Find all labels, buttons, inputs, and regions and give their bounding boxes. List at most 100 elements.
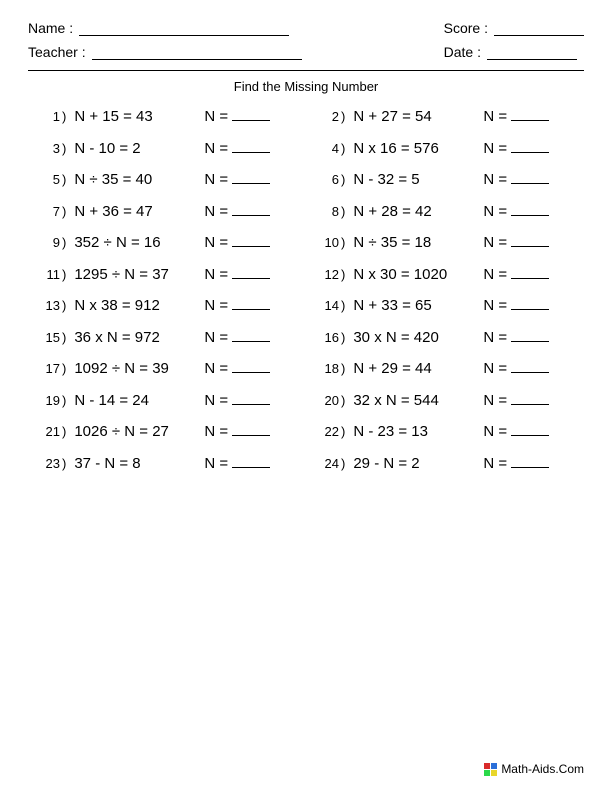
problem-paren: ) [341, 109, 345, 124]
answer-blank-line [232, 298, 270, 310]
answer-blank-line [511, 424, 549, 436]
answer-blank-line [232, 204, 270, 216]
problem-equation: 1026 ÷ N = 27 [74, 423, 204, 440]
problem-row: 13)N x 38 = 912N = [32, 297, 301, 314]
answer-blank-line [511, 330, 549, 342]
answer-section: N = [483, 423, 549, 440]
answer-prefix: N = [204, 108, 228, 125]
problem-row: 20) 32 x N = 544N = [311, 392, 580, 409]
problem-equation: N + 33 = 65 [353, 297, 483, 314]
name-field: Name : [28, 20, 302, 36]
answer-prefix: N = [204, 297, 228, 314]
problem-row: 12)N x 30 = 1020N = [311, 266, 580, 283]
answer-blank-line [232, 235, 270, 247]
answer-blank-line [232, 424, 270, 436]
problem-equation: 352 ÷ N = 16 [74, 234, 204, 251]
answer-section: N = [204, 392, 270, 409]
problem-number: 3 [32, 141, 62, 156]
answer-blank-line [232, 267, 270, 279]
answer-section: N = [204, 297, 270, 314]
answer-blank-line [511, 267, 549, 279]
answer-blank-line [511, 109, 549, 121]
teacher-label: Teacher : [28, 44, 86, 60]
answer-blank-line [232, 109, 270, 121]
problem-number: 20 [311, 393, 341, 408]
problem-equation: 37 - N = 8 [74, 455, 204, 472]
problem-paren: ) [341, 330, 345, 345]
answer-section: N = [483, 297, 549, 314]
problem-paren: ) [62, 235, 66, 250]
problem-number: 7 [32, 204, 62, 219]
problem-equation: 29 - N = 2 [353, 455, 483, 472]
problem-row: 19)N - 14 = 24N = [32, 392, 301, 409]
problem-number: 22 [311, 424, 341, 439]
answer-prefix: N = [204, 360, 228, 377]
answer-prefix: N = [483, 392, 507, 409]
problem-paren: ) [62, 267, 66, 282]
answer-prefix: N = [483, 329, 507, 346]
problem-equation: N + 28 = 42 [353, 203, 483, 220]
answer-section: N = [483, 329, 549, 346]
answer-blank-line [511, 393, 549, 405]
answer-prefix: N = [204, 423, 228, 440]
answer-prefix: N = [483, 171, 507, 188]
footer-logo-icon [484, 763, 497, 776]
answer-blank-line [511, 298, 549, 310]
problem-number: 4 [311, 141, 341, 156]
problem-row: 15)36 x N = 972N = [32, 329, 301, 346]
problem-equation: 32 x N = 544 [353, 392, 483, 409]
problem-equation: 1295 ÷ N = 37 [74, 266, 204, 283]
problem-row: 23)37 - N = 8N = [32, 455, 301, 472]
answer-prefix: N = [483, 234, 507, 251]
answer-section: N = [483, 392, 549, 409]
problem-number: 10 [311, 235, 341, 250]
header-divider [28, 70, 584, 71]
answer-section: N = [483, 360, 549, 377]
answer-blank-line [511, 456, 549, 468]
problem-row: 17)1092 ÷ N = 39N = [32, 360, 301, 377]
answer-blank-line [511, 235, 549, 247]
answer-blank-line [511, 141, 549, 153]
worksheet-title: Find the Missing Number [28, 79, 584, 94]
problem-paren: ) [341, 456, 345, 471]
problem-number: 12 [311, 267, 341, 282]
problem-paren: ) [62, 330, 66, 345]
problem-row: 11) 1295 ÷ N = 37N = [32, 266, 301, 283]
answer-section: N = [204, 360, 270, 377]
answer-prefix: N = [204, 392, 228, 409]
problem-equation: N + 36 = 47 [74, 203, 204, 220]
date-label: Date : [444, 44, 481, 60]
problem-paren: ) [62, 141, 66, 156]
problem-paren: ) [62, 424, 66, 439]
problem-paren: ) [62, 204, 66, 219]
problem-number: 11 [32, 267, 62, 282]
answer-section: N = [204, 266, 270, 283]
problem-row: 22)N - 23 = 13N = [311, 423, 580, 440]
problem-paren: ) [341, 235, 345, 250]
problem-paren: ) [62, 393, 66, 408]
answer-prefix: N = [483, 360, 507, 377]
answer-prefix: N = [204, 329, 228, 346]
answer-section: N = [483, 171, 549, 188]
answer-prefix: N = [483, 423, 507, 440]
answer-section: N = [204, 455, 270, 472]
problem-number: 18 [311, 361, 341, 376]
problem-row: 21)1026 ÷ N = 27N = [32, 423, 301, 440]
problem-equation: N + 29 = 44 [353, 360, 483, 377]
answer-blank-line [511, 204, 549, 216]
answer-section: N = [204, 171, 270, 188]
problem-paren: ) [62, 456, 66, 471]
problem-row: 14)N + 33 = 65N = [311, 297, 580, 314]
header-right: Score : Date : [444, 20, 584, 60]
problem-row: 2)N + 27 = 54N = [311, 108, 580, 125]
problem-number: 6 [311, 172, 341, 187]
problem-equation: N ÷ 35 = 40 [74, 171, 204, 188]
problem-equation: N x 38 = 912 [74, 297, 204, 314]
score-field: Score : [444, 20, 584, 36]
problem-paren: ) [62, 298, 66, 313]
answer-prefix: N = [204, 234, 228, 251]
problem-equation: N x 30 = 1020 [353, 266, 483, 283]
problem-paren: ) [341, 393, 345, 408]
problem-equation: N - 14 = 24 [74, 392, 204, 409]
problem-equation: N - 32 = 5 [353, 171, 483, 188]
